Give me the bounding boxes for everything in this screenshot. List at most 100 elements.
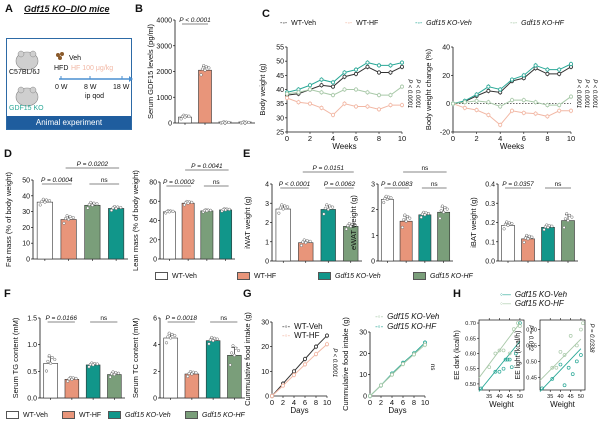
x-tick-label: 4 [292, 398, 296, 407]
x-axis-label: Weeks [500, 142, 524, 151]
data-point [43, 200, 47, 204]
data-point [44, 369, 49, 373]
series-point [498, 122, 503, 127]
legend-c-wt-veh: -◦- WT-Veh [280, 20, 317, 27]
y-tick-label: 30 [359, 330, 367, 337]
bar [84, 204, 101, 260]
data-point [179, 117, 183, 121]
schematic-drawing [15, 50, 133, 107]
significance-label: P < 0.0001 [591, 79, 597, 108]
data-point [165, 209, 169, 214]
y-tick-label: 0 [26, 257, 30, 264]
series-point [462, 105, 467, 110]
data-point [74, 376, 78, 380]
significance-label: P < 0.0001 [414, 79, 420, 108]
data-point [207, 66, 211, 70]
x-tick-label: 4 [498, 134, 502, 143]
x-tick-label: 45 [507, 394, 513, 400]
x-axis-label: Days [388, 406, 406, 415]
y-tick-label: 0.50 [465, 382, 476, 388]
series-point [365, 104, 370, 109]
x-tick-label: 8 [545, 134, 549, 143]
series-point [307, 83, 312, 88]
data-point [227, 207, 231, 211]
hfd-label: HFD [54, 65, 69, 72]
data-point [95, 362, 99, 366]
data-point [385, 197, 389, 201]
x-tick-label: 4 [331, 134, 335, 143]
data-point [86, 206, 90, 210]
series-point [342, 87, 347, 92]
data-point [40, 199, 44, 203]
bar [380, 199, 394, 262]
y-axis-label: Fat mass (% of body weight) [4, 171, 13, 267]
x-tick-label: 35 [486, 394, 492, 400]
bar [227, 355, 242, 399]
x-tick-label: 8 [377, 134, 381, 143]
y-tick-label: 40 [22, 193, 30, 200]
series-line [369, 344, 426, 397]
y-tick-label: 30 [276, 115, 284, 122]
scatter-point [487, 365, 492, 370]
scatter-point [497, 369, 502, 374]
y-tick-label: 10 [359, 372, 367, 379]
scatter-point [550, 377, 555, 381]
bar [85, 364, 101, 399]
x-tick-label: 2 [475, 134, 479, 143]
series-point [330, 93, 335, 98]
y-tick-label: 0.0 [485, 259, 495, 266]
series-point [291, 373, 296, 378]
y-tick-label: 0.65 [465, 336, 476, 342]
significance-label: P = 0.0004 [41, 177, 73, 184]
panel-label-f: F [4, 288, 11, 300]
legend-c-ko-hf: -◦- Gdf15 KO-HF [510, 20, 564, 27]
x-tick-label: 6 [401, 398, 405, 407]
data-point [305, 239, 309, 243]
x-tick-label: 10 [567, 134, 575, 143]
y-tick-label: 6 [153, 316, 157, 323]
x-axis-label: Days [290, 406, 308, 415]
x-tick-label: 10 [323, 398, 331, 407]
x-tick-label: 6 [522, 134, 526, 143]
scatter-point [516, 321, 520, 325]
significance-label: ns [421, 165, 429, 172]
y-tick-label: 2 [371, 207, 375, 214]
series-point [353, 87, 358, 92]
series-point [296, 90, 301, 95]
bar [275, 208, 291, 262]
data-point [68, 215, 72, 219]
y-tick-label: 0.2 [485, 220, 495, 227]
data-point [66, 379, 70, 383]
hf-dose-label: HF 100 μg/kg [71, 65, 114, 72]
series-point [400, 361, 405, 366]
data-point [349, 224, 353, 228]
series-point [353, 104, 358, 109]
significance-label: P < 0.0001 [575, 79, 581, 108]
scatter-point [562, 383, 567, 388]
scatter-point [579, 353, 583, 357]
data-point [423, 213, 427, 217]
data-point [65, 214, 69, 218]
significance-label: P = 0.0202 [77, 161, 109, 168]
series-point [509, 108, 514, 113]
data-point [114, 206, 118, 210]
y-tick-label: 30 [261, 320, 269, 327]
series-point [307, 87, 312, 92]
data-point [220, 121, 224, 125]
data-point [109, 208, 114, 212]
scatter-point [479, 386, 483, 391]
significance-label: ns [101, 177, 109, 184]
y-tick-label: 0.45 [526, 375, 537, 381]
data-point [173, 334, 177, 338]
data-point [507, 221, 511, 225]
y-tick-label: 0 [371, 259, 375, 266]
data-point [326, 207, 330, 211]
y-tick-label: 2000 [156, 69, 172, 76]
y-axis-label: Body weight (g) [258, 63, 267, 116]
data-point [286, 205, 290, 209]
y-tick-label: 3 [371, 182, 375, 189]
bar [163, 337, 178, 399]
significance-label: ns [429, 364, 435, 370]
data-point [530, 235, 534, 239]
timeline-arrow-head [129, 76, 133, 82]
